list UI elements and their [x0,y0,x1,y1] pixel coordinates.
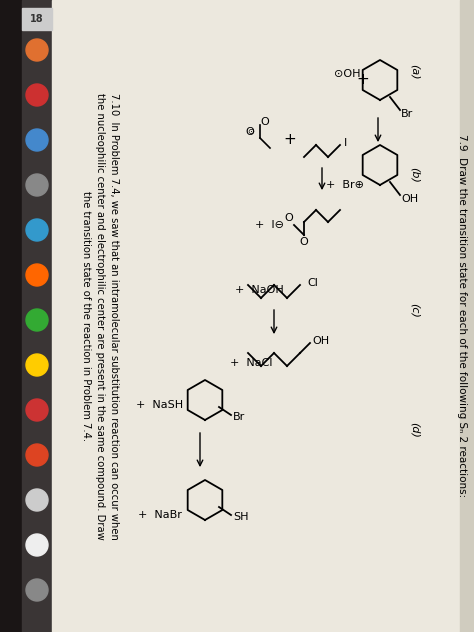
Circle shape [26,354,48,376]
Text: Cl: Cl [307,278,318,288]
Circle shape [26,264,48,286]
Text: (c): (c) [410,303,420,317]
Text: +  Br⊕: + Br⊕ [326,180,364,190]
Text: +: + [283,133,296,147]
Text: 18: 18 [30,14,44,24]
Circle shape [26,39,48,61]
Text: I: I [345,138,347,148]
Text: OH: OH [312,336,329,346]
Circle shape [26,174,48,196]
Text: OH: OH [401,194,418,204]
Text: +: + [356,73,369,87]
Bar [52,0,474,632]
Text: +  NaOH: + NaOH [235,285,284,295]
Text: Br: Br [401,109,413,119]
Circle shape [26,444,48,466]
Circle shape [26,129,48,151]
Text: (b): (b) [410,167,420,183]
Text: +  I⊖: + I⊖ [255,220,284,230]
Bar [22,0,52,632]
Circle shape [26,489,48,511]
Text: Br: Br [233,412,245,422]
Text: ⊙OH: ⊙OH [334,69,360,79]
Text: (a): (a) [410,64,420,80]
Circle shape [26,534,48,556]
Text: O: O [300,237,309,247]
Text: O: O [245,127,254,137]
Text: +  NaBr: + NaBr [138,510,182,520]
Text: O: O [284,213,293,223]
Circle shape [26,219,48,241]
Text: (d): (d) [410,422,420,438]
Circle shape [26,579,48,601]
Bar [0,0,22,632]
Text: SH: SH [233,512,248,522]
Text: +  NaSH: + NaSH [137,400,183,410]
Circle shape [26,309,48,331]
Text: +  NaCl: + NaCl [230,358,273,368]
Circle shape [26,399,48,421]
Text: O: O [261,117,269,127]
Circle shape [26,84,48,106]
Bar [22,8,52,30]
Text: 7.9  Draw the transition state for each of the following Sₙ 2 reactions:: 7.9 Draw the transition state for each o… [457,135,467,497]
Bar [460,0,474,632]
Text: ⊙: ⊙ [247,127,254,136]
Text: 7.10  In Problem 7.4, we saw that an intramolecular substitution reaction can oc: 7.10 In Problem 7.4, we saw that an intr… [81,92,119,540]
